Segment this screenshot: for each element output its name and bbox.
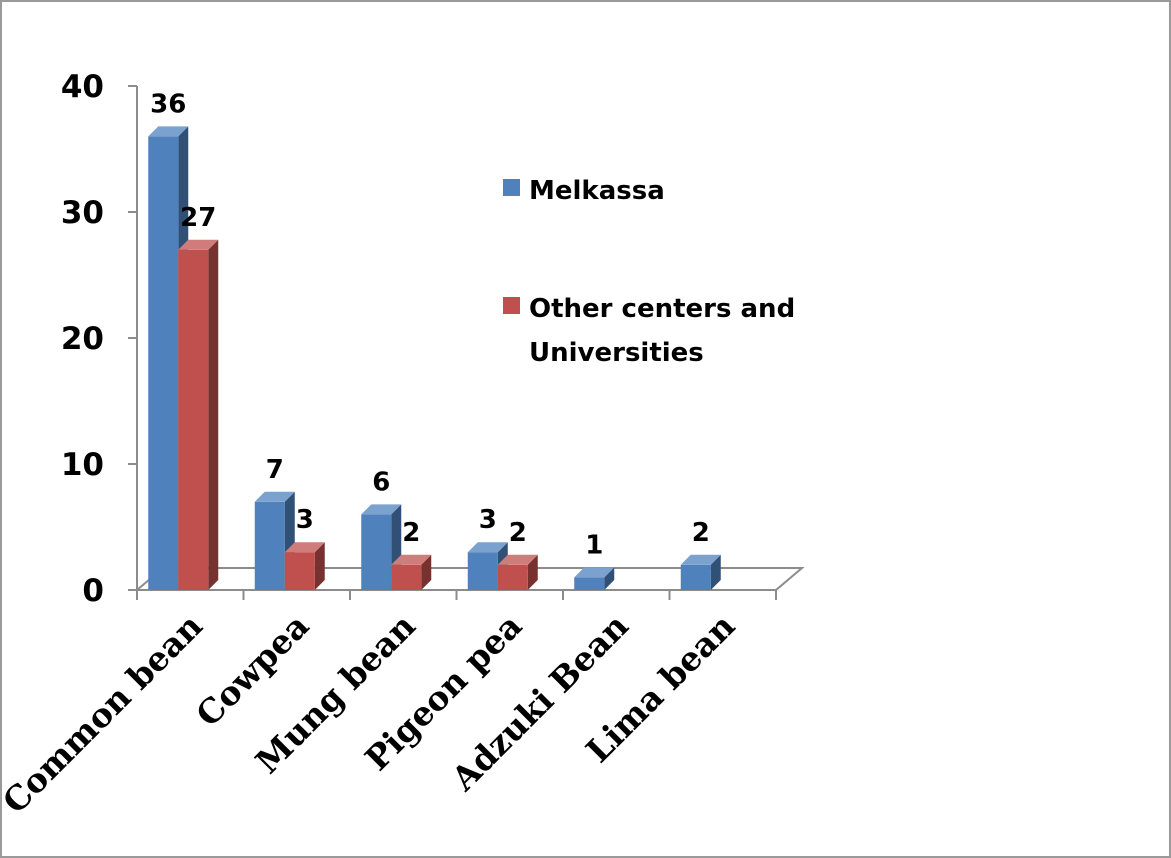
x-category-label: Common bean <box>0 606 210 821</box>
bar-top-face <box>148 126 189 137</box>
data-label: 2 <box>402 518 420 548</box>
legend-label: Melkassa <box>529 176 665 206</box>
bar-melkassa <box>574 567 615 590</box>
bar-side-face <box>208 239 219 591</box>
y-tick-label: 30 <box>61 195 104 231</box>
bar-front-face <box>391 564 422 590</box>
bar-front-face <box>680 564 711 590</box>
bar-front-face <box>467 552 498 590</box>
bar-top-face <box>574 567 615 578</box>
bar-front-face <box>284 552 315 590</box>
data-label: 36 <box>150 89 186 119</box>
legend-label: Universities <box>529 338 704 368</box>
bar-top-face <box>391 554 432 565</box>
bar-top-face <box>467 542 508 553</box>
bar-front-face <box>178 249 209 591</box>
y-tick-label: 10 <box>61 447 104 483</box>
bar-top-face <box>361 504 402 515</box>
bar-top-face <box>680 554 721 565</box>
bar-side-face <box>421 554 432 590</box>
y-tick-label: 40 <box>61 69 104 105</box>
chart-bars <box>148 126 721 591</box>
bar-other-centers <box>284 542 325 590</box>
data-label: 6 <box>372 467 390 497</box>
bar-front-face <box>574 577 605 590</box>
bar-front-face <box>497 564 528 590</box>
y-tick-label: 0 <box>82 573 104 609</box>
bar-melkassa <box>680 554 721 590</box>
bar-other-centers <box>178 239 219 591</box>
bar-side-face <box>604 567 615 590</box>
bar-other-centers <box>497 554 538 590</box>
bar-front-face <box>148 136 179 590</box>
bar-side-face <box>710 554 721 590</box>
bar-other-centers <box>391 554 432 590</box>
data-label: 27 <box>180 203 216 233</box>
bar-front-face <box>361 514 392 590</box>
legend-swatch <box>503 297 520 314</box>
bar-front-face <box>254 501 285 590</box>
bar-side-face <box>314 542 325 590</box>
data-label: 2 <box>692 518 710 548</box>
y-tick-label: 20 <box>61 321 104 357</box>
data-label: 3 <box>296 505 314 535</box>
data-label: 3 <box>479 505 497 535</box>
legend-swatch <box>503 179 520 196</box>
bar-side-face <box>527 554 538 590</box>
bar-top-face <box>284 542 325 553</box>
bar-melkassa <box>254 491 295 590</box>
data-label: 1 <box>585 530 603 560</box>
legend-label: Other centers and <box>529 294 795 324</box>
bar-top-face <box>178 239 219 250</box>
data-label: 2 <box>509 518 527 548</box>
data-label: 7 <box>266 455 284 485</box>
bar-top-face <box>254 491 295 502</box>
bar-top-face <box>497 554 538 565</box>
chart-legend: Melkassa Other centers and Universities <box>503 176 795 368</box>
